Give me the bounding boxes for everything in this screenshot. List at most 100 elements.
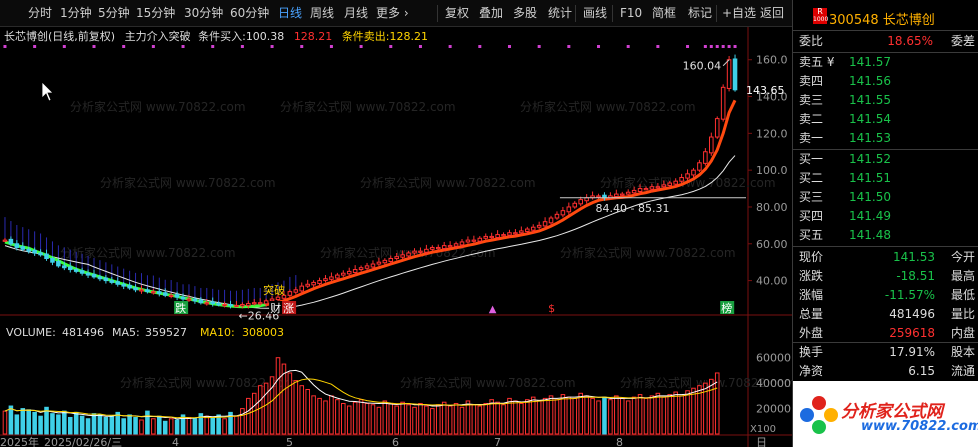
- stat-label: 净资: [799, 364, 824, 378]
- volume-bar: [459, 406, 465, 435]
- candle: [566, 206, 572, 213]
- asks-price: 141.54: [849, 112, 891, 126]
- toolbar-item-label: 多股: [513, 6, 538, 20]
- volume-bar: [530, 396, 536, 435]
- watermark-text: 分析家公式网 www.70822.com: [520, 99, 696, 114]
- toolbar-item-11[interactable]: 叠加: [479, 5, 503, 22]
- asks-price: 141.55: [849, 93, 891, 107]
- toolbar-item-4[interactable]: 30分钟: [184, 5, 223, 22]
- stat-label: 涨幅: [799, 288, 824, 302]
- toolbar-item-12[interactable]: 多股: [513, 5, 537, 22]
- volume-bar: [240, 408, 245, 435]
- volume-bar: [507, 397, 512, 435]
- stat-label2: 最低: [950, 288, 975, 302]
- volume-bar: [151, 418, 156, 435]
- toolbar-item-1[interactable]: 1分钟: [60, 5, 92, 22]
- volume-bar: [204, 415, 210, 435]
- candle: [697, 162, 702, 171]
- volume-bar: [157, 415, 162, 435]
- bids-label: 买一: [799, 152, 824, 166]
- signal-dot: [727, 45, 731, 48]
- watermark-text: 分析家公式网 www.70822.com: [60, 245, 236, 260]
- volume-bar: [109, 415, 115, 435]
- toolbar-item-16[interactable]: 简框: [652, 5, 676, 22]
- toolbar-item-15[interactable]: F10: [620, 5, 642, 22]
- candle: [667, 182, 673, 186]
- toolbar-item-9[interactable]: 更多 ›: [376, 5, 409, 22]
- ma5-label: MA5:: [112, 326, 140, 339]
- toolbar-item-3[interactable]: 15分钟: [136, 5, 175, 22]
- toolbar-item-13[interactable]: 统计: [548, 5, 572, 22]
- toolbar-item-5[interactable]: 60分钟: [230, 5, 269, 22]
- candle: [174, 294, 180, 298]
- signal-dot: [686, 45, 690, 48]
- sell-label: 条件卖出:: [341, 30, 390, 43]
- candle: [269, 298, 275, 302]
- signal-dot: [211, 45, 215, 48]
- toolbar-item-17[interactable]: 标记: [688, 5, 712, 22]
- range-label: 84.40 - 85.31: [596, 202, 670, 215]
- candle: [542, 221, 548, 227]
- candle: [709, 136, 714, 154]
- toolbar-item-8[interactable]: 月线: [344, 5, 368, 22]
- volume-bar: [115, 411, 121, 435]
- mouse-cursor-icon: [41, 81, 54, 102]
- toolbar-item-label: 周线: [310, 6, 335, 20]
- candle: [32, 249, 37, 254]
- volume-bar: [91, 413, 97, 435]
- stat-value: -11.57%: [884, 288, 935, 302]
- divider: [793, 30, 978, 31]
- stat-label2: 内盘: [950, 326, 975, 340]
- volume-bar: [465, 400, 471, 435]
- price-tick-label: 40.00: [756, 275, 788, 288]
- candle: [180, 296, 186, 300]
- toolbar-item-label: 15分钟: [136, 6, 176, 20]
- volume-tick-label: 60000: [756, 352, 791, 365]
- toolbar-item-14[interactable]: 画线: [583, 5, 607, 22]
- toolbar-item-7[interactable]: 周线: [310, 5, 334, 22]
- signal-dot: [240, 45, 244, 48]
- toolbar-item-18[interactable]: +自选: [722, 5, 756, 22]
- toolbar-item-0[interactable]: 分时: [28, 5, 52, 22]
- volume-bar: [430, 408, 435, 435]
- volume-bar: [542, 397, 548, 435]
- stat-row: 净资 6.15 流通: [799, 362, 975, 381]
- signal-dot: [389, 45, 393, 48]
- toolbar-item-19[interactable]: 返回: [760, 5, 784, 22]
- volume-bar: [483, 402, 489, 435]
- badge-letter: R: [817, 7, 823, 16]
- volume-bar: [536, 400, 542, 435]
- price-volume-chart[interactable]: 分析家公式网 www.70822.com 分析家公式网 www.70822.com…: [0, 27, 792, 447]
- ma10-label: MA10:: [200, 326, 235, 339]
- bids-row: 买五 141.48: [799, 226, 975, 245]
- stat-row: 涨跌 -18.51 最高: [799, 267, 975, 286]
- stat-label: 涨跌: [799, 269, 824, 283]
- volume-bar: [2, 410, 8, 435]
- volume-bar: [275, 357, 281, 435]
- indicator-name[interactable]: 主力介入突破: [124, 30, 191, 43]
- toolbar-item-label: 1分钟: [60, 6, 92, 20]
- stat-row: 换手 17.91% 股本: [799, 343, 975, 362]
- volume-bar: [145, 410, 150, 435]
- candle: [20, 246, 26, 250]
- volume-bar: [667, 394, 673, 435]
- date-label: 6: [392, 436, 399, 447]
- volume-bar: [311, 395, 316, 435]
- toolbar-item-label: 分时: [28, 6, 53, 20]
- volume-bar: [103, 416, 109, 435]
- volume-bar: [364, 402, 370, 435]
- signal-dot: [626, 45, 630, 48]
- volume-bar: [602, 396, 607, 435]
- toolbar-item-10[interactable]: 复权: [445, 5, 469, 22]
- volume-bar: [228, 411, 233, 435]
- toolbar-item-6[interactable]: 日线: [278, 5, 302, 22]
- volume-bar: [424, 405, 429, 435]
- candle: [8, 238, 14, 245]
- signal-dot: [62, 45, 66, 48]
- volume-bar: [489, 399, 494, 435]
- volume-bar: [210, 416, 215, 435]
- candle: [210, 301, 215, 305]
- toolbar-item-2[interactable]: 5分钟: [98, 5, 130, 22]
- toolbar-item-label: 日线: [278, 6, 303, 20]
- volume-bar: [269, 376, 275, 435]
